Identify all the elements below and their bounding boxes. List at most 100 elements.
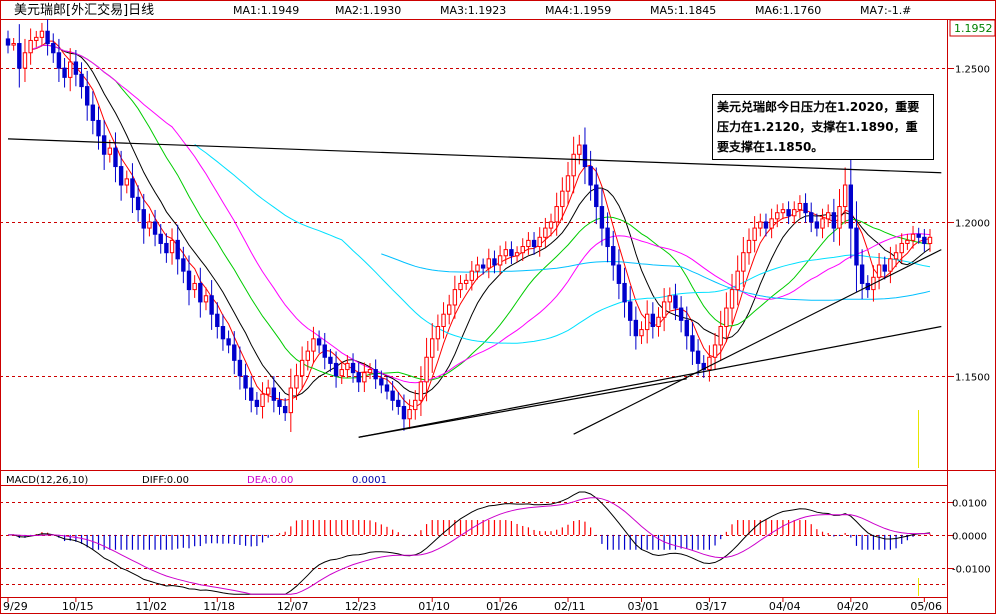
macd-tick-label: -0.0100 <box>952 565 991 576</box>
date-tick-label: 12/07 <box>277 600 309 613</box>
ma1-label: MA1:1.1949 <box>233 4 299 17</box>
candle-body <box>775 212 780 220</box>
ma-line-ma2 <box>30 44 931 397</box>
candle-body <box>876 264 882 278</box>
candle-body <box>316 338 322 346</box>
candle-body <box>260 393 265 407</box>
candle-body <box>486 258 491 269</box>
ma6-label: MA6:1.1760 <box>755 4 821 17</box>
candle-body <box>373 369 378 380</box>
candle-body <box>656 316 661 328</box>
candle-body <box>350 362 356 374</box>
candle-body <box>786 209 791 217</box>
candle-body <box>741 252 746 272</box>
candle-body <box>249 387 254 401</box>
candle-body <box>452 289 458 306</box>
ma4-label: MA4:1.1959 <box>545 4 611 17</box>
macd-diff: DIFF:0.00 <box>142 475 189 486</box>
candle-body <box>899 242 904 254</box>
candle-body <box>51 43 56 54</box>
candle-body <box>118 166 124 186</box>
candle-body <box>203 295 209 303</box>
candle-body <box>622 282 627 303</box>
candle-body <box>571 153 576 177</box>
diff-line <box>7 491 931 595</box>
ma3-label: MA3:1.1923 <box>440 4 506 17</box>
candle-body <box>644 313 650 331</box>
date-tick-label: 03/17 <box>695 600 727 613</box>
date-tick-label: 02/11 <box>554 600 586 613</box>
date-tick-label: 11/02 <box>135 600 167 613</box>
candle-body <box>752 227 757 241</box>
ma5-label: MA5:1.1845 <box>650 4 716 17</box>
candle-body <box>311 338 316 352</box>
candle-body <box>362 372 367 383</box>
candle-body <box>667 295 673 303</box>
macd-lines <box>7 491 931 595</box>
candle-body <box>531 239 537 248</box>
trendline <box>358 378 687 438</box>
price-tick-label: 1.1500 <box>955 373 990 384</box>
candle-body <box>56 52 62 69</box>
candle-body <box>164 242 169 254</box>
candle-body <box>746 239 752 254</box>
candle-body <box>548 221 554 229</box>
candle-body <box>384 384 390 392</box>
candle-body <box>848 184 854 229</box>
candle-body <box>401 405 407 420</box>
ma7-label: MA7:-1.# <box>860 4 911 17</box>
candle-body <box>169 239 175 254</box>
price-tick-label: 1.2000 <box>955 219 990 230</box>
candle-body <box>825 212 831 220</box>
candle-body <box>526 239 531 248</box>
candle-body <box>475 264 480 272</box>
candle-body <box>237 359 243 377</box>
candle-body <box>922 236 927 244</box>
candle-body <box>73 61 79 75</box>
candle-body <box>84 86 90 106</box>
candle-body <box>758 221 763 229</box>
candle-body <box>379 378 384 386</box>
candle-body <box>232 344 237 361</box>
candle-body <box>661 301 667 318</box>
candle-body <box>520 246 525 254</box>
date-tick-label: 11/18 <box>203 600 235 613</box>
candle-body <box>152 221 158 235</box>
candle-body <box>79 73 84 88</box>
candle-body <box>345 362 350 371</box>
candle-body <box>271 387 277 401</box>
candle-body <box>28 39 33 54</box>
candle-body <box>707 356 712 371</box>
candle-body <box>435 326 441 340</box>
candle-body <box>458 282 463 291</box>
candle-body <box>39 30 45 38</box>
candle-body <box>797 202 803 211</box>
candle-body <box>209 295 214 315</box>
date-tick-label: 01/10 <box>418 600 450 613</box>
candle-body <box>243 375 248 389</box>
candlesticks <box>5 19 933 433</box>
candle-body <box>11 43 16 46</box>
annotation-box: 美元兑瑞郎今日压力在1.2020，重要压力在1.2120，支撑在1.1890，重… <box>712 94 934 160</box>
last-price-box <box>949 19 996 37</box>
candle-body <box>107 147 113 155</box>
candle-body <box>537 236 542 248</box>
candle-body <box>611 246 616 266</box>
date-tick-label: 9/29 <box>3 600 28 613</box>
date-tick-label: 01/26 <box>486 600 518 613</box>
candle-body <box>192 282 197 291</box>
chart-title: 美元瑞郎[外汇交易]日线 <box>14 2 154 18</box>
candle-body <box>820 218 825 229</box>
candle-body <box>701 362 706 371</box>
trendline <box>7 138 942 174</box>
candle-body <box>288 387 294 414</box>
dea-line <box>8 497 931 595</box>
candle-body <box>780 209 786 214</box>
date-axis: 9/29 10/15 11/02 11/18 12/07 12/23 01/10 01/26 0… <box>3 597 942 613</box>
candle-body <box>226 338 231 346</box>
candle-body <box>34 36 39 41</box>
candle-body <box>650 313 656 328</box>
candle-body <box>322 344 327 358</box>
